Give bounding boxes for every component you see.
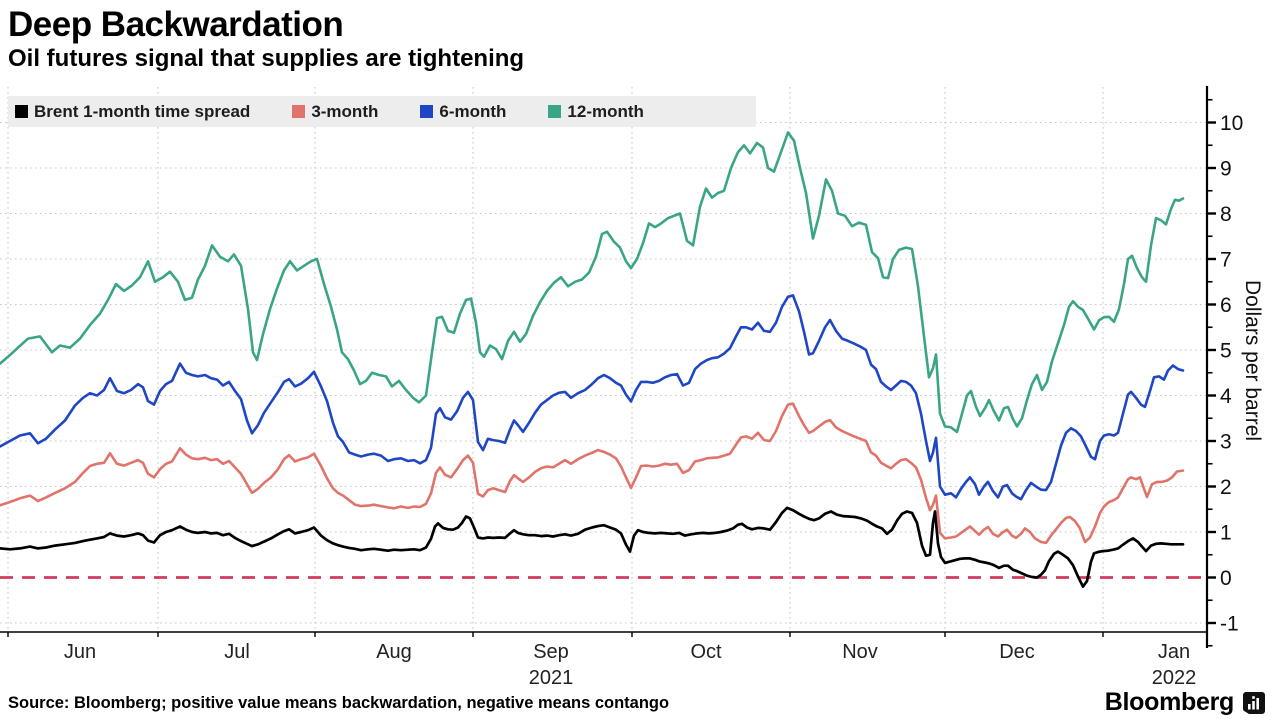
chart-header: Deep Backwardation Oil futures signal th… (8, 4, 524, 73)
y-tick-label-3: 3 (1220, 431, 1232, 454)
x-tick-label-Sep: Sep (533, 641, 569, 663)
legend-label-6-month: 6-month (439, 101, 507, 121)
y-tick-label-5: 5 (1220, 340, 1232, 363)
x-tick-label-Jul: Jul (224, 641, 250, 663)
bloomberg-wordmark: Bloomberg (1104, 688, 1235, 716)
legend-item-12-month: 12-month (548, 102, 644, 122)
bloomberg-logo-icon (1243, 691, 1265, 714)
y-tick-label-0: 0 (1220, 567, 1232, 590)
x-tick-label-Dec: Dec (999, 641, 1035, 663)
x-tick-label-Oct: Oct (690, 641, 722, 663)
y-tick-label-10: 10 (1220, 112, 1243, 135)
legend-swatch-6-month-icon (420, 105, 434, 118)
legend-label-3-month: 3-month (311, 101, 379, 121)
page-title: Deep Backwardation (8, 5, 344, 44)
x-tick-label-Aug: Aug (376, 641, 412, 663)
legend-swatch-3-month-icon (292, 105, 306, 118)
legend-item-3-month: 3-month (292, 102, 378, 122)
y-axis-title: Dollars per barrel (1241, 279, 1264, 442)
series-line-12-month (0, 131, 1185, 434)
legend-item-6-month: 6-month (420, 102, 506, 122)
x-tick-label-Nov: Nov (842, 641, 878, 663)
year-label-2022: 2022 (1152, 667, 1197, 689)
legend-label-1-month: Brent 1-month time spread (34, 101, 251, 121)
y-tick-label-9: 9 (1220, 158, 1232, 181)
x-tick-label-Jun: Jun (64, 641, 96, 663)
legend: Brent 1-month time spread 3-month 6-mont… (8, 96, 756, 127)
y-tick-label-6: 6 (1220, 294, 1232, 317)
series-line-6-month (0, 294, 1185, 501)
series-line-brent-1-month-time-spread (0, 506, 1185, 588)
legend-label-12-month: 12-month (567, 101, 644, 121)
source-note: Source: Bloomberg; positive value means … (8, 694, 670, 712)
legend-swatch-12-month-icon (548, 105, 562, 118)
page-subtitle: Oil futures signal that supplies are tig… (8, 45, 525, 73)
legend-swatch-1-month-icon (15, 105, 28, 118)
y-tick-label-7: 7 (1220, 249, 1232, 272)
bloomberg-brand: Bloomberg (1105, 688, 1266, 717)
y-tick-label-4: 4 (1220, 385, 1232, 408)
year-label-2021: 2021 (529, 667, 574, 689)
y-tick-label--1: -1 (1220, 613, 1239, 636)
legend-item-1-month: Brent 1-month time spread (15, 102, 250, 122)
y-tick-label-8: 8 (1220, 203, 1232, 226)
y-tick-label-2: 2 (1220, 476, 1232, 499)
y-tick-label-1: 1 (1220, 522, 1232, 545)
x-tick-label-Jan: Jan (1158, 641, 1190, 663)
series-line-3-month (0, 402, 1185, 545)
